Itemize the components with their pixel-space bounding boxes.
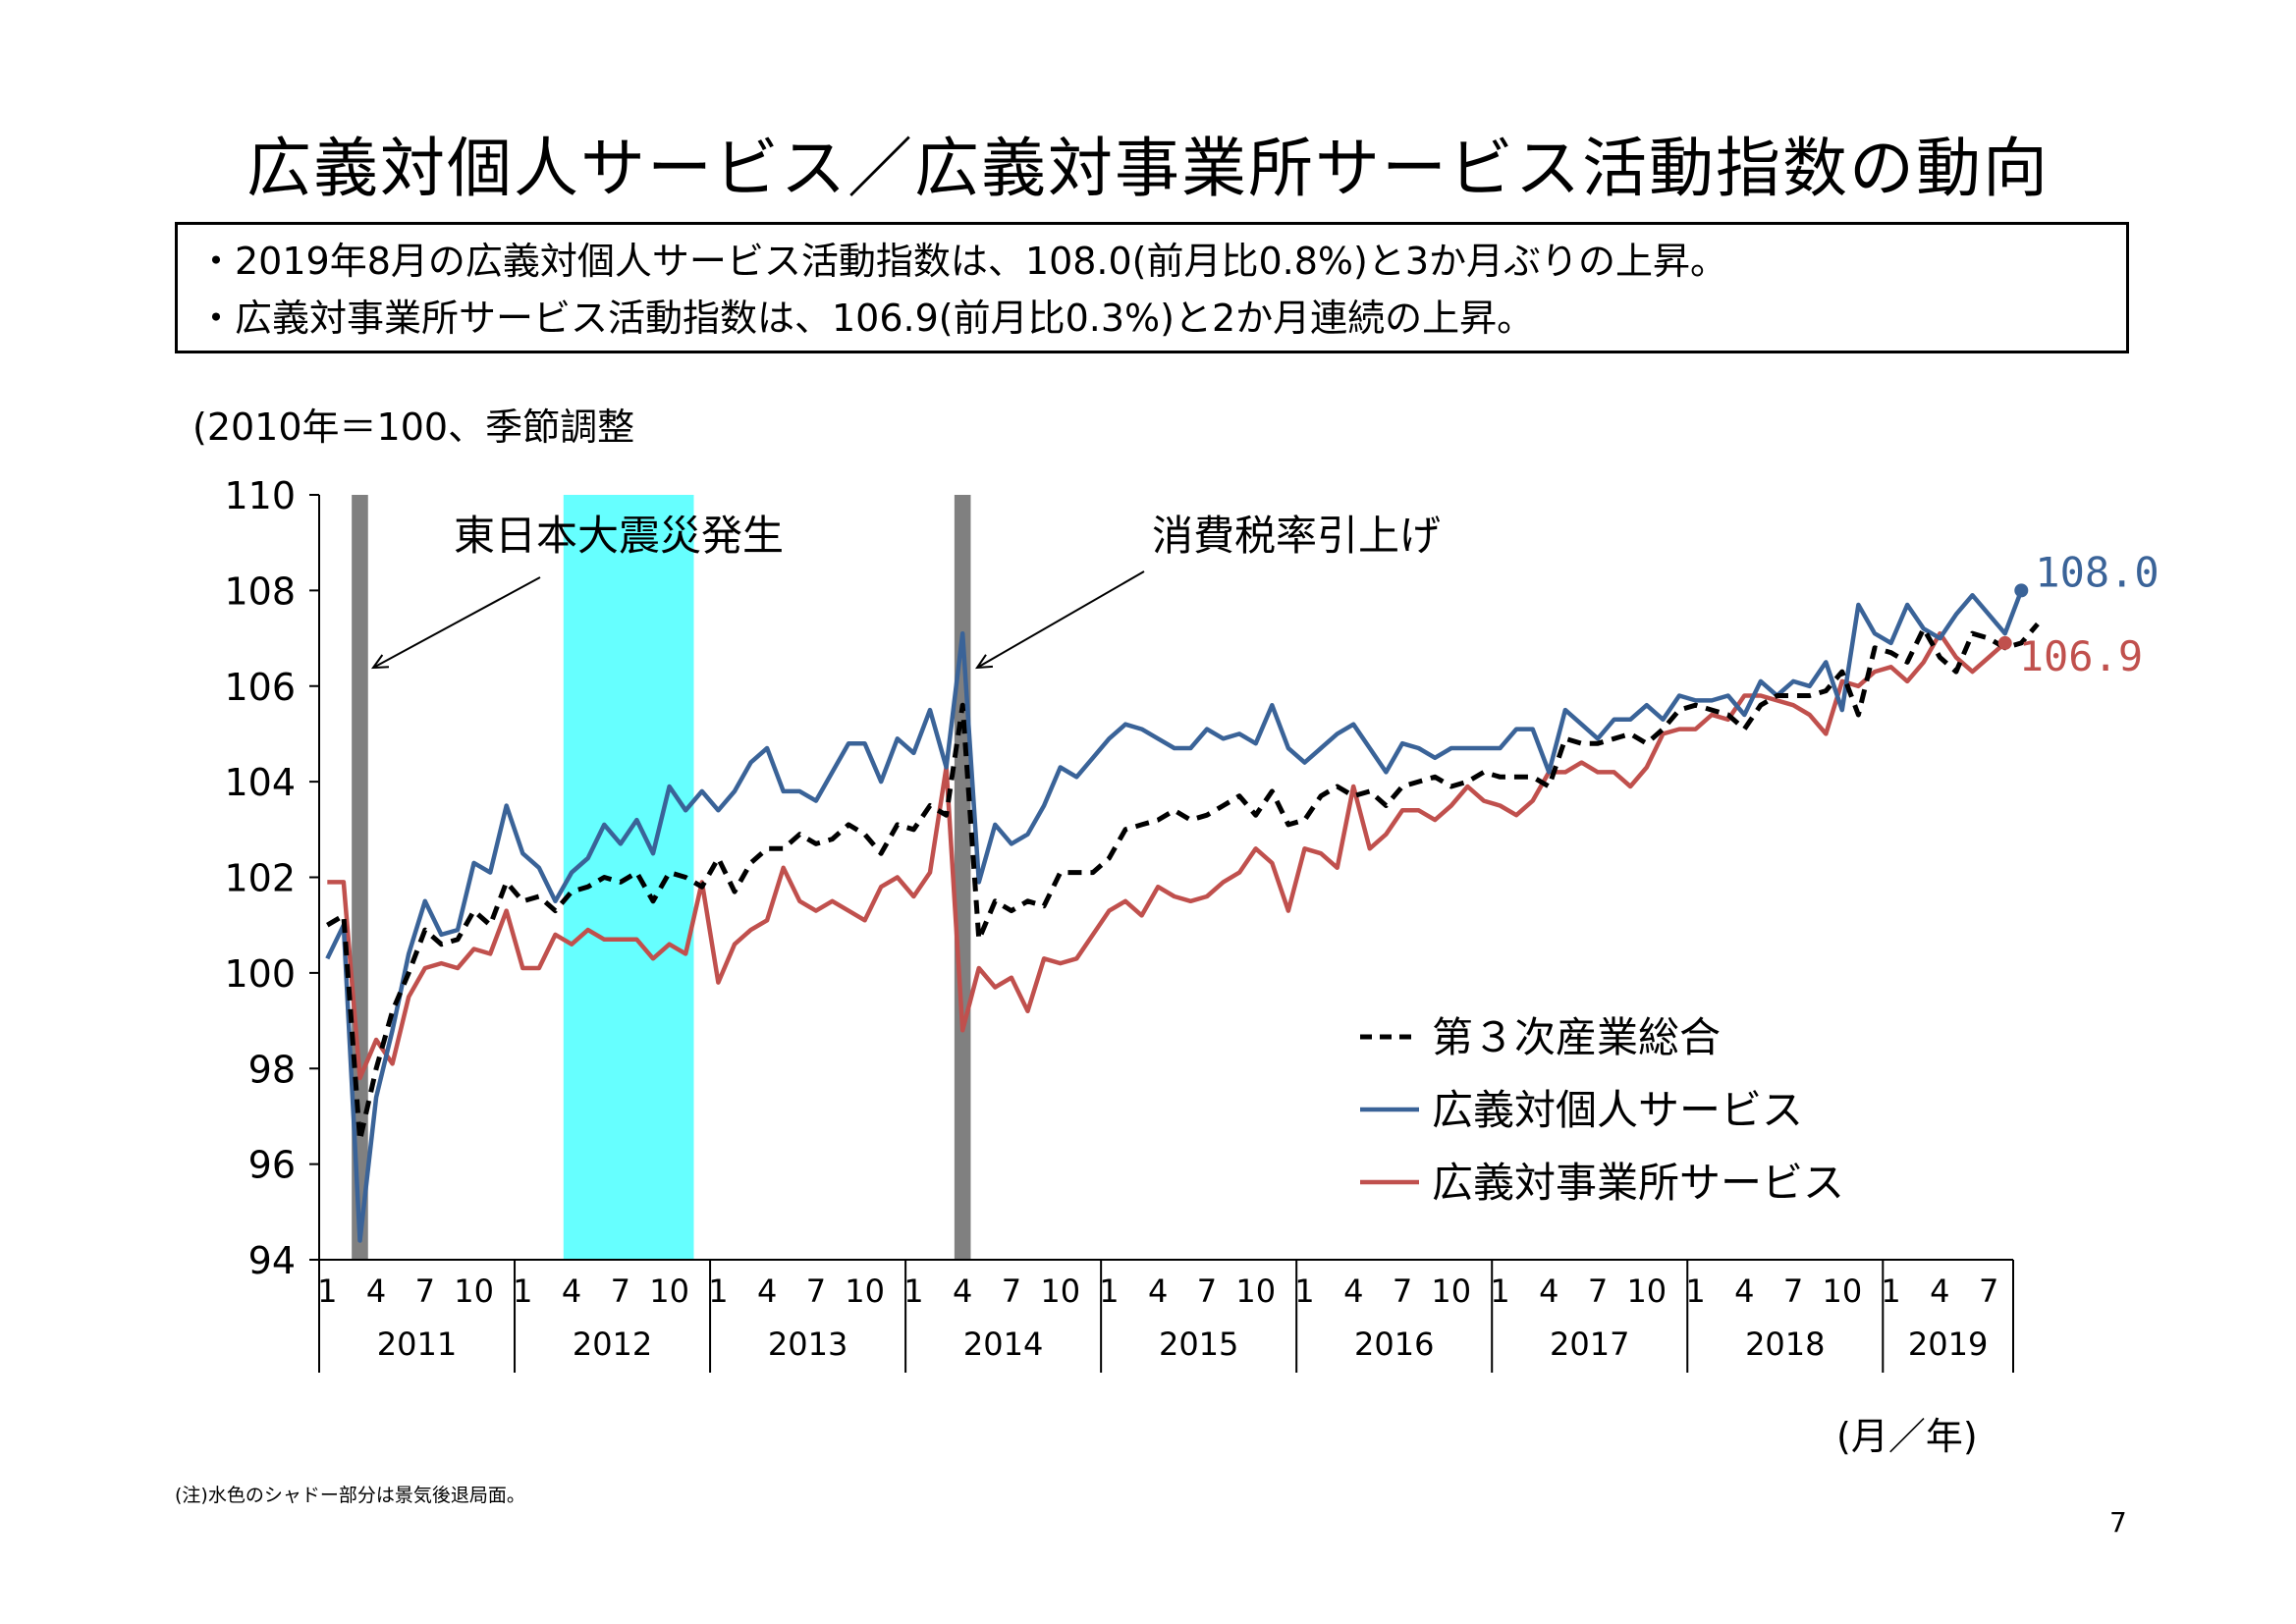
y-tick-label: 96 [248, 1144, 296, 1187]
series-line-business [327, 630, 2007, 1081]
month-label: 7 [1588, 1272, 1608, 1310]
end-marker-business [1997, 635, 2012, 650]
footnote: (注)水色のシャドー部分は景気後退局面。 [175, 1485, 525, 1506]
year-label: 2016 [1354, 1326, 1434, 1363]
month-label: 10 [454, 1272, 494, 1310]
event-arrow-1 [976, 570, 1145, 669]
month-label: 10 [649, 1272, 689, 1310]
month-label: 1 [513, 1272, 532, 1310]
end-marker-personal [2014, 583, 2029, 598]
series-line-personal [325, 589, 2024, 1243]
year-label: 2014 [963, 1326, 1043, 1363]
month-label: 1 [1881, 1272, 1900, 1310]
month-label: 7 [1197, 1272, 1217, 1310]
month-label: 10 [1235, 1272, 1276, 1310]
page-title: 広義対個人サービス／広義対事業所サービス活動指数の動向 [246, 131, 2050, 206]
month-label: 7 [611, 1272, 630, 1310]
legend-label-business: 広義対事業所サービス [1432, 1159, 1844, 1207]
year-label: 2019 [1908, 1326, 1988, 1363]
event-arrowhead-0 [370, 654, 390, 670]
month-label: 4 [562, 1272, 581, 1310]
month-label: 4 [953, 1272, 972, 1310]
event-arrow-0 [372, 576, 541, 669]
series-line-total [326, 622, 2040, 1143]
month-label: 10 [1040, 1272, 1080, 1310]
month-label: 4 [366, 1272, 386, 1310]
y-tick-label: 98 [248, 1048, 296, 1091]
summary-box: ・2019年8月の広義対個人サービス活動指数は、108.0(前月比0.8%)と3… [175, 222, 2129, 353]
month-label: 7 [1783, 1272, 1803, 1310]
y-tick-label: 108 [224, 569, 296, 613]
month-label: 1 [903, 1272, 923, 1310]
month-label: 1 [317, 1272, 337, 1310]
event-bar-1 [954, 495, 971, 1260]
index-unit-note: (2010年＝100、季節調整 [192, 406, 635, 449]
summary-line-personal: ・2019年8月の広義対個人サービス活動指数は、108.0(前月比0.8%)と3… [197, 240, 1728, 283]
month-label: 4 [757, 1272, 777, 1310]
summary-line-business: ・広義対事業所サービス活動指数は、106.9(前月比0.3%)と2か月連続の上昇… [197, 297, 1535, 340]
year-label: 2012 [573, 1326, 652, 1363]
month-label: 4 [1539, 1272, 1558, 1310]
month-label: 7 [1393, 1272, 1412, 1310]
event-label-0: 東日本大震災発生 [454, 512, 784, 560]
legend-label-personal: 広義対個人サービス [1432, 1086, 1803, 1134]
x-axis-unit: (月／年) [1836, 1415, 1978, 1458]
y-tick-label: 106 [224, 666, 296, 709]
month-label: 1 [708, 1272, 728, 1310]
year-label: 2017 [1550, 1326, 1629, 1363]
month-label: 10 [1431, 1272, 1471, 1310]
y-tick-label: 100 [224, 952, 296, 996]
y-tick-label: 104 [224, 761, 296, 804]
month-label: 1 [1685, 1272, 1705, 1310]
page-number: 7 [2109, 1506, 2127, 1539]
y-tick-label: 94 [248, 1239, 296, 1282]
month-label: 4 [1148, 1272, 1168, 1310]
year-label: 2015 [1159, 1326, 1238, 1363]
month-label: 1 [1294, 1272, 1314, 1310]
month-label: 7 [1979, 1272, 1998, 1310]
month-label: 10 [1626, 1272, 1667, 1310]
year-label: 2013 [768, 1326, 847, 1363]
y-tick-label: 110 [224, 474, 296, 517]
year-label: 2018 [1745, 1326, 1825, 1363]
month-label: 10 [845, 1272, 885, 1310]
month-label: 7 [415, 1272, 435, 1310]
event-arrowhead-1 [975, 654, 994, 670]
month-label: 4 [1343, 1272, 1363, 1310]
month-label: 7 [806, 1272, 826, 1310]
end-label-personal: 108.0 [2035, 548, 2159, 596]
month-label: 1 [1099, 1272, 1119, 1310]
month-label: 7 [1002, 1272, 1021, 1310]
legend-label-total: 第３次産業総合 [1432, 1013, 1721, 1061]
y-tick-label: 102 [224, 857, 296, 900]
month-label: 4 [1734, 1272, 1754, 1310]
end-label-business: 106.9 [2019, 632, 2143, 680]
month-label: 1 [1490, 1272, 1509, 1310]
month-label: 10 [1822, 1272, 1862, 1310]
year-label: 2011 [377, 1326, 457, 1363]
month-label: 4 [1930, 1272, 1949, 1310]
event-label-1: 消費税率引上げ [1152, 512, 1441, 560]
